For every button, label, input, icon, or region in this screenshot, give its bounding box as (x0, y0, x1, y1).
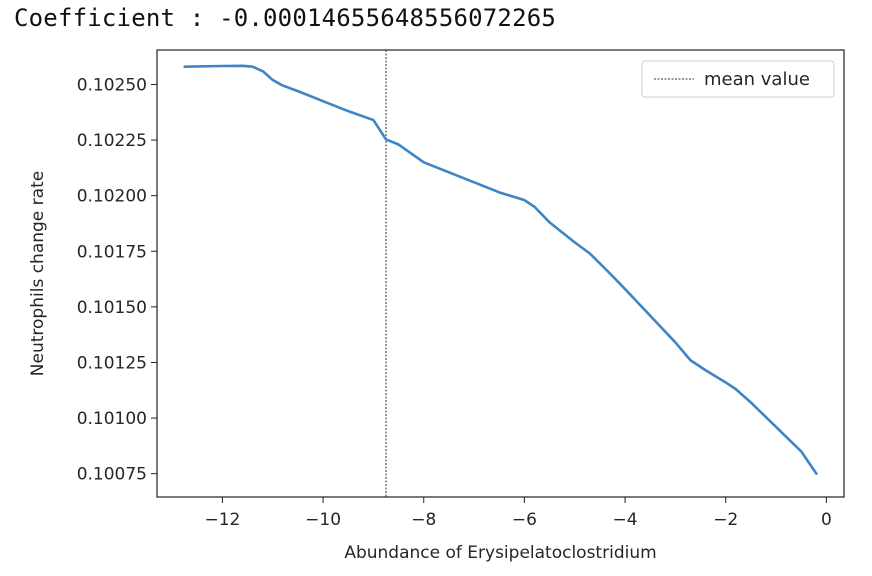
x-tick-label: 0 (821, 510, 832, 530)
x-tick-label: −4 (613, 510, 638, 530)
x-tick-label: −8 (411, 510, 436, 530)
y-tick-label: 0.10225 (77, 131, 147, 151)
axes: −12 −10 −8 −6 −4 −2 0 0.10250 0.10225 0.10200 0.10… (28, 49, 845, 563)
y-tick-label: 0.10200 (77, 187, 147, 207)
x-tick-label: −2 (713, 510, 738, 530)
x-tick-label: −10 (305, 510, 341, 530)
y-axis-title: Neutrophils change rate (28, 171, 48, 376)
y-tick-label: 0.10175 (77, 242, 147, 262)
plot-frame (156, 49, 845, 498)
legend-label: mean value (704, 69, 810, 90)
coefficient-text: Coefficient : -0.00014655648556072265 (14, 4, 557, 32)
legend: mean value (641, 60, 835, 98)
x-tick-label: −12 (204, 510, 240, 530)
y-tick-label: 0.10150 (77, 298, 147, 318)
y-tick-label: 0.10100 (77, 409, 147, 429)
x-tick-label: −6 (512, 510, 537, 530)
y-tick-label: 0.10125 (77, 353, 147, 373)
plot-area (183, 50, 818, 497)
series-line-0 (183, 64, 818, 475)
y-tick-label: 0.10250 (77, 75, 147, 95)
legend-box (641, 60, 835, 98)
x-axis-title: Abundance of Erysipelatoclostridium (344, 543, 656, 563)
y-tick-label: 0.10075 (77, 465, 147, 485)
